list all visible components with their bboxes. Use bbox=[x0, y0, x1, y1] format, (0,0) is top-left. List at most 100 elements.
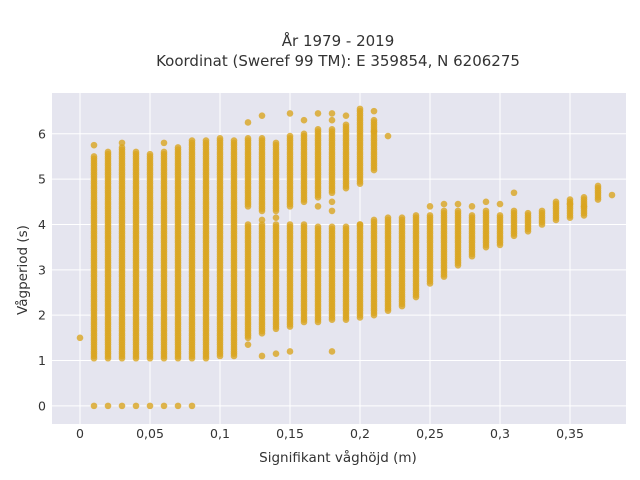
y-axis-ticks: 0 1 2 3 4 5 6 bbox=[38, 126, 46, 413]
data-point bbox=[314, 110, 322, 117]
data-point bbox=[356, 105, 364, 113]
data-point bbox=[510, 189, 518, 197]
data-point bbox=[580, 193, 588, 201]
data-point bbox=[146, 150, 154, 158]
data-point bbox=[496, 212, 504, 219]
data-points bbox=[76, 105, 616, 410]
data-point bbox=[440, 200, 448, 208]
data-point bbox=[258, 221, 266, 228]
data-point bbox=[174, 402, 182, 410]
x-tick-label: 0,1 bbox=[210, 426, 230, 441]
data-point bbox=[328, 110, 336, 117]
data-point bbox=[566, 196, 574, 203]
x-tick-label: 0,3 bbox=[490, 426, 510, 441]
data-point bbox=[398, 214, 406, 221]
data-point bbox=[118, 139, 126, 147]
chart-title-line1: År 1979 - 2019 bbox=[282, 31, 395, 50]
data-point bbox=[90, 402, 98, 410]
data-point bbox=[314, 223, 322, 231]
data-point bbox=[174, 144, 182, 151]
data-point bbox=[328, 207, 336, 215]
data-point bbox=[258, 216, 266, 224]
y-tick-label: 1 bbox=[38, 353, 46, 368]
data-point bbox=[286, 110, 294, 117]
data-point bbox=[608, 191, 616, 199]
x-tick-label: 0,15 bbox=[276, 426, 304, 441]
data-point bbox=[440, 207, 448, 215]
data-point bbox=[370, 116, 378, 124]
y-tick-label: 0 bbox=[38, 398, 46, 413]
x-axis-title: Signifikant våghöjd (m) bbox=[259, 449, 417, 466]
data-point bbox=[482, 198, 490, 206]
x-tick-label: 0,25 bbox=[416, 426, 444, 441]
data-point bbox=[244, 135, 252, 142]
data-point bbox=[342, 121, 350, 129]
data-point bbox=[328, 348, 336, 355]
y-tick-label: 4 bbox=[38, 217, 46, 232]
data-point bbox=[552, 198, 560, 206]
data-point bbox=[594, 182, 602, 190]
data-point bbox=[510, 207, 518, 215]
y-tick-label: 5 bbox=[38, 172, 46, 187]
data-point bbox=[272, 214, 280, 221]
data-point bbox=[272, 350, 280, 358]
data-point bbox=[118, 402, 126, 410]
data-point bbox=[300, 221, 308, 228]
data-point bbox=[356, 221, 364, 228]
data-point bbox=[104, 402, 112, 410]
data-point bbox=[244, 119, 252, 126]
data-point bbox=[468, 203, 476, 210]
data-point bbox=[244, 221, 252, 228]
data-point bbox=[468, 212, 476, 219]
data-point bbox=[496, 241, 504, 249]
data-point bbox=[566, 200, 574, 208]
data-point bbox=[230, 137, 238, 144]
data-point bbox=[216, 135, 224, 142]
y-tick-label: 6 bbox=[38, 126, 46, 141]
data-point bbox=[384, 214, 392, 221]
data-point bbox=[160, 139, 168, 147]
data-point bbox=[482, 207, 490, 215]
data-point bbox=[90, 153, 98, 160]
data-point bbox=[258, 112, 266, 119]
data-point bbox=[188, 137, 196, 144]
y-tick-label: 2 bbox=[38, 308, 46, 323]
data-point bbox=[286, 348, 294, 355]
y-tick-label: 3 bbox=[38, 262, 46, 277]
data-point bbox=[146, 402, 154, 410]
x-tick-label: 0 bbox=[76, 426, 84, 441]
x-tick-label: 0,2 bbox=[350, 426, 370, 441]
data-point bbox=[370, 128, 378, 135]
data-point bbox=[286, 132, 294, 140]
data-point bbox=[328, 116, 336, 124]
data-point bbox=[314, 125, 322, 133]
data-point bbox=[272, 221, 280, 228]
data-point bbox=[230, 352, 238, 360]
data-point bbox=[342, 112, 350, 119]
data-point bbox=[300, 116, 308, 124]
data-point bbox=[426, 203, 434, 210]
data-point bbox=[258, 135, 266, 142]
data-point bbox=[286, 221, 294, 228]
data-point bbox=[328, 223, 336, 231]
x-tick-label: 0,35 bbox=[556, 426, 584, 441]
data-point bbox=[496, 200, 504, 208]
data-point bbox=[370, 107, 378, 115]
x-tick-label: 0,05 bbox=[136, 426, 164, 441]
data-point bbox=[328, 125, 336, 133]
data-point bbox=[538, 207, 546, 215]
data-point bbox=[132, 402, 140, 410]
data-point bbox=[76, 334, 84, 342]
data-point bbox=[258, 352, 266, 360]
data-point bbox=[342, 223, 350, 231]
data-point bbox=[300, 130, 308, 138]
y-axis-title: Vågperiod (s) bbox=[14, 225, 31, 315]
data-point bbox=[104, 148, 112, 156]
data-point bbox=[132, 148, 140, 156]
data-point bbox=[314, 203, 322, 210]
data-point bbox=[426, 212, 434, 219]
data-point bbox=[524, 209, 532, 217]
data-point bbox=[160, 148, 168, 156]
data-point bbox=[272, 139, 280, 147]
